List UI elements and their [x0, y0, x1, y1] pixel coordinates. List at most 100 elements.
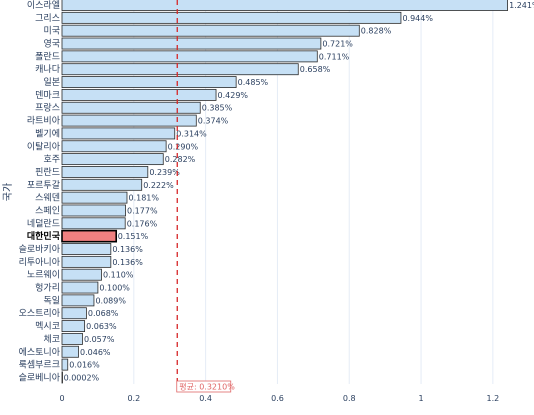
bar: [61, 243, 112, 255]
category-label: 스웨덴: [35, 192, 60, 204]
value-label: 1.241%: [509, 1, 534, 10]
bar: [61, 281, 99, 294]
category-label: 리투아니아: [19, 257, 61, 268]
x-tick-label: 1.2: [486, 394, 499, 403]
category-label: 이스라엘: [27, 0, 60, 11]
category-label: 일본: [43, 77, 60, 88]
value-label: 0.136%: [112, 245, 143, 254]
x-tick-label: 0: [59, 394, 64, 403]
value-label: 0.110%: [103, 271, 134, 280]
bar: [61, 88, 217, 101]
bar: [61, 11, 402, 24]
category-label: 포르투갈: [27, 180, 60, 191]
category-label: 영국: [43, 39, 60, 50]
value-label: 0.385%: [202, 104, 233, 113]
value-label: 0.068%: [88, 309, 119, 318]
category-label: 헝가리: [35, 283, 60, 294]
value-label: 0.374%: [198, 117, 229, 126]
value-label: 0.016%: [69, 361, 100, 370]
value-label: 0.100%: [99, 284, 130, 293]
category-label: 벨기에: [35, 128, 60, 139]
bar: [61, 371, 63, 384]
category-label: 네덜란드: [27, 217, 60, 229]
category-label: 그리스: [35, 13, 60, 24]
bar: [61, 166, 149, 178]
category-label: 호주: [43, 154, 60, 165]
value-label: 0.658%: [300, 65, 331, 74]
value-label: 0.721%: [322, 40, 353, 49]
value-label: 0.181%: [128, 194, 159, 203]
category-label: 룩셈부르크: [19, 360, 60, 371]
value-label: 0.282%: [165, 155, 196, 164]
bar: [61, 320, 86, 332]
category-label: 이탈리아: [27, 141, 61, 152]
category-label: 프랑스: [35, 102, 60, 114]
bar: [61, 345, 79, 358]
category-label: 멕시코: [35, 321, 60, 332]
value-label: 0.485%: [238, 78, 269, 87]
value-label: 0.429%: [218, 91, 249, 100]
category-label: 핀란드: [35, 166, 60, 178]
category-label: 라트비아: [27, 116, 61, 127]
value-label: 0.063%: [86, 322, 117, 331]
bar: [61, 37, 322, 50]
bar: [61, 127, 176, 140]
bar: [61, 229, 118, 243]
x-tick-label: 0.4: [199, 394, 212, 403]
value-labels: 1.241% 0.944% 0.828% 0.721% 0.711% 0.658% 0.48…: [64, 1, 534, 382]
bar: [61, 294, 95, 307]
x-tick-label: 0.8: [343, 394, 356, 403]
bar: [61, 24, 360, 37]
value-label: 0.711%: [319, 52, 350, 61]
value-label: 0.222%: [143, 181, 174, 190]
bar: [61, 178, 143, 191]
average-label-box: [176, 380, 232, 393]
bar: [61, 76, 237, 88]
bar: [61, 307, 87, 320]
value-label: 0.046%: [80, 348, 111, 357]
x-tick-label: 0.2: [127, 394, 140, 403]
category-label: 폴란드: [35, 50, 60, 62]
category-label: 노르웨이: [27, 269, 60, 281]
bar: [61, 268, 102, 281]
category-label: 슬로베니아: [19, 372, 61, 383]
category-label: 덴마크: [35, 90, 60, 101]
average-label: 평균: 0.3210%: [179, 382, 235, 392]
value-label: 0.828%: [361, 27, 392, 36]
average-line-group: 평균: 0.3210%: [176, 0, 235, 393]
category-label: 대한민국: [27, 230, 61, 242]
category-labels: 이스라엘그리스미국영국폴란드캐나다일본덴마크프랑스라트비아벨기에이탈리아호주핀란…: [19, 0, 61, 383]
value-label: 0.177%: [127, 206, 158, 215]
value-label: 0.176%: [127, 219, 158, 228]
bar: [61, 332, 83, 345]
category-label: 미국: [43, 26, 60, 37]
bar: [61, 153, 164, 166]
bar: [61, 204, 126, 217]
category-label: 슬로바키아: [19, 244, 61, 255]
value-label: 0.0002%: [64, 373, 100, 382]
value-label: 0.314%: [176, 129, 207, 138]
bar: [61, 63, 299, 76]
x-tick-label: 0.6: [271, 394, 284, 403]
category-label: 캐나다: [35, 64, 61, 75]
x-tick-label: 1: [419, 394, 424, 403]
value-label: 0.944%: [402, 14, 433, 23]
value-label: 0.089%: [95, 296, 126, 305]
bar: [61, 358, 69, 371]
bar: [61, 101, 201, 114]
bar: [61, 0, 508, 11]
category-label: 오스트리아: [19, 308, 61, 319]
category-label: 스페인: [35, 205, 60, 216]
x-tick-labels: 0 0.2 0.4 0.6 0.8 1 1.2: [59, 394, 499, 403]
value-label: 0.057%: [84, 335, 115, 344]
value-label: 0.290%: [168, 142, 199, 151]
value-label: 0.136%: [112, 258, 143, 267]
bar: [61, 255, 112, 268]
bar: [61, 191, 128, 204]
bar: [61, 140, 167, 153]
y-axis-title: 국가: [2, 183, 14, 201]
category-label: 에스토니아: [19, 347, 61, 358]
category-label: 체코: [43, 334, 60, 345]
bar: [61, 50, 318, 63]
